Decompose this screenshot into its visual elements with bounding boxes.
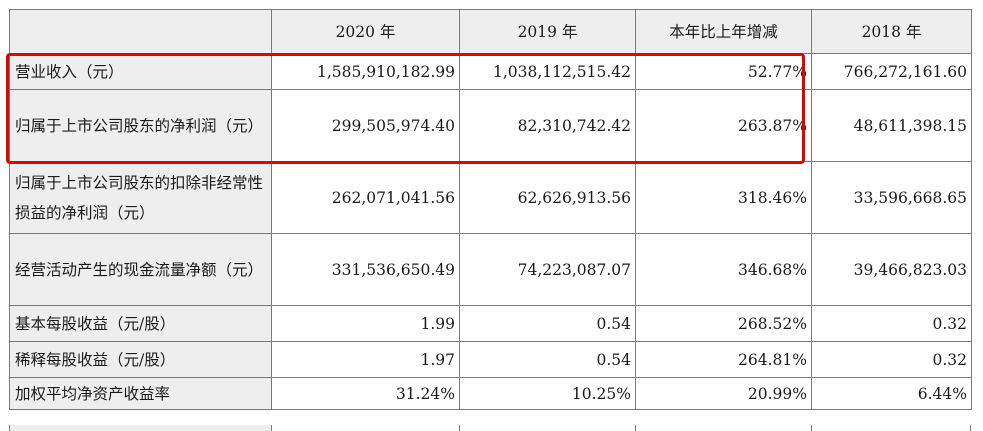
cell-change: 318.46% (635, 161, 812, 234)
next-row-edge (9, 425, 971, 431)
cell-2018: 766,272,161.60 (811, 53, 972, 90)
cell-2020: 299,505,974.40 (271, 89, 460, 162)
cell-2019: 74,223,087.07 (459, 233, 636, 306)
cell-2019: 10.25% (459, 377, 636, 410)
cell-change: 346.68% (635, 233, 812, 306)
cell-change: 20.99% (635, 377, 812, 410)
table-row: 加权平均净资产收益率 31.24% 10.25% 20.99% 6.44% (9, 377, 972, 410)
header-cell-2020: 2020 年 (271, 9, 460, 54)
row-label-net-profit: 归属于上市公司股东的净利润（元） (9, 89, 272, 162)
cell-2019: 62,626,913.56 (459, 161, 636, 234)
cell-2019: 0.54 (459, 341, 636, 378)
cell-change: 268.52% (635, 305, 812, 342)
cell-2019: 0.54 (459, 305, 636, 342)
cell-change: 264.81% (635, 341, 812, 378)
cell-2020: 331,536,650.49 (271, 233, 460, 306)
table-row: 基本每股收益（元/股） 1.99 0.54 268.52% 0.32 (9, 305, 972, 342)
table-row: 归属于上市公司股东的净利润（元） 299,505,974.40 82,310,7… (9, 89, 972, 162)
header-cell-2018: 2018 年 (811, 9, 972, 54)
cell-2020: 1,585,910,182.99 (271, 53, 460, 90)
financial-summary-table: 2020 年 2019 年 本年比上年增减 2018 年 营业收入（元） 1,5… (9, 9, 972, 410)
cell-2018: 33,596,668.65 (811, 161, 972, 234)
cell-2018: 39,466,823.03 (811, 233, 972, 306)
cell-2018: 0.32 (811, 341, 972, 378)
cell-2019: 1,038,112,515.42 (459, 53, 636, 90)
row-label-revenue: 营业收入（元） (9, 53, 272, 90)
cell-2018: 48,611,398.15 (811, 89, 972, 162)
cell-change: 52.77% (635, 53, 812, 90)
cell-2020: 1.97 (271, 341, 460, 378)
cell-change: 263.87% (635, 89, 812, 162)
cell-2020: 31.24% (271, 377, 460, 410)
cell-2020: 262,071,041.56 (271, 161, 460, 234)
cell-2020: 1.99 (271, 305, 460, 342)
header-cell-2019: 2019 年 (459, 9, 636, 54)
header-cell-change: 本年比上年增减 (635, 9, 812, 54)
cell-2019: 82,310,742.42 (459, 89, 636, 162)
table-row: 归属于上市公司股东的扣除非经常性损益的净利润（元） 262,071,041.56… (9, 161, 972, 234)
row-label-operating-cash-flow: 经营活动产生的现金流量净额（元） (9, 233, 272, 306)
cell-2018: 0.32 (811, 305, 972, 342)
row-label-deducted-net-profit: 归属于上市公司股东的扣除非经常性损益的净利润（元） (9, 161, 272, 234)
row-label-weighted-roe: 加权平均净资产收益率 (9, 377, 272, 410)
header-cell-label (9, 9, 272, 54)
table-row: 营业收入（元） 1,585,910,182.99 1,038,112,515.4… (9, 53, 972, 90)
financial-summary-table-container: 2020 年 2019 年 本年比上年增减 2018 年 营业收入（元） 1,5… (9, 9, 972, 410)
table-row: 经营活动产生的现金流量净额（元） 331,536,650.49 74,223,0… (9, 233, 972, 306)
row-label-diluted-eps: 稀释每股收益（元/股） (9, 341, 272, 378)
table-header-row: 2020 年 2019 年 本年比上年增减 2018 年 (9, 9, 972, 54)
cell-2018: 6.44% (811, 377, 972, 410)
table-row: 稀释每股收益（元/股） 1.97 0.54 264.81% 0.32 (9, 341, 972, 378)
row-label-basic-eps: 基本每股收益（元/股） (9, 305, 272, 342)
